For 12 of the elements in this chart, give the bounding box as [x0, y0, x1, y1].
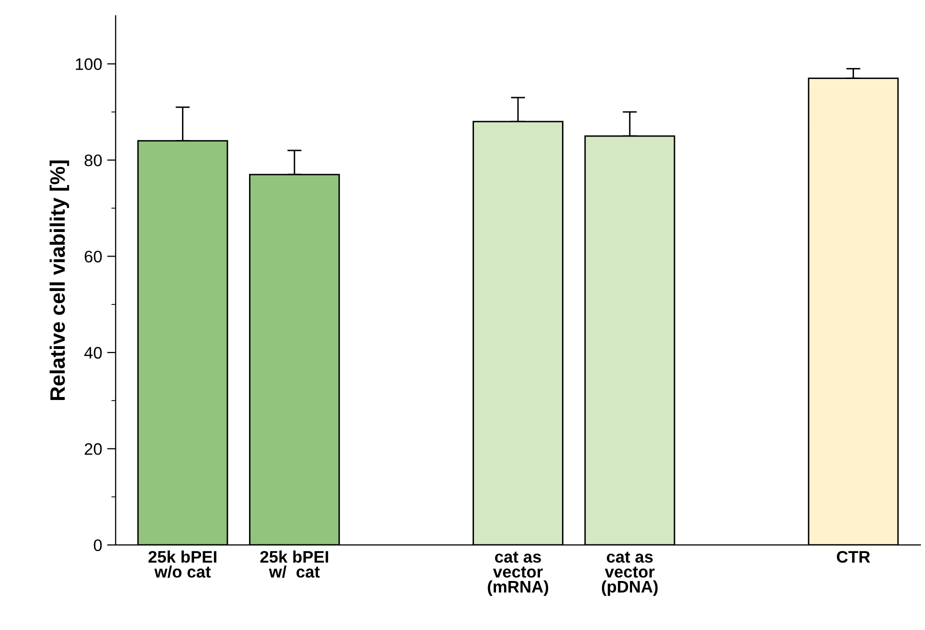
- y-tick-label: 100: [76, 58, 102, 70]
- x-tick-label: 25k bPEI w/ cat: [260, 550, 328, 578]
- x-tick-label: CTR: [836, 550, 870, 563]
- y-tick-label: 80: [84, 154, 102, 166]
- y-tick-label: 20: [84, 443, 102, 455]
- x-tick-label: cat as vector (pDNA): [602, 552, 658, 596]
- y-tick-label: 60: [84, 250, 102, 262]
- y-axis-title: Relative cell viability [%]: [50, 160, 70, 400]
- y-tick-label: 40: [84, 346, 102, 359]
- y-tick-label: 0: [94, 539, 102, 552]
- x-tick-label: cat as vector (mRNA): [488, 552, 548, 596]
- x-tick-label: 25k bPEI w/o cat: [148, 550, 216, 578]
